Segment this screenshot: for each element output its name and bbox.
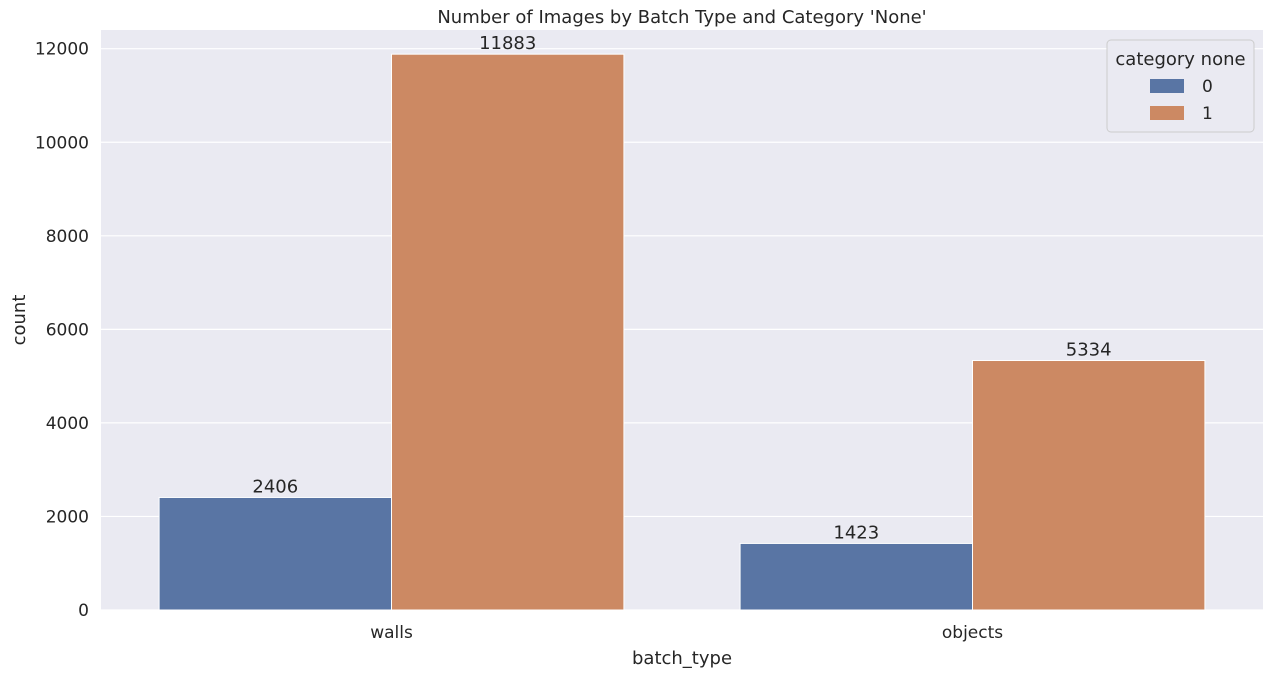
legend-swatch bbox=[1150, 79, 1184, 93]
y-tick-label: 4000 bbox=[46, 414, 89, 434]
bar-value-label: 1423 bbox=[833, 522, 879, 543]
y-tick-label: 12000 bbox=[35, 40, 89, 60]
legend-title: category none bbox=[1115, 49, 1245, 70]
bar-value-label: 11883 bbox=[479, 33, 536, 54]
y-axis-label: count bbox=[9, 295, 30, 346]
legend: category none 0 1 bbox=[1106, 39, 1255, 133]
x-tick-label: objects bbox=[942, 623, 1003, 643]
y-tick-label: 0 bbox=[78, 601, 89, 621]
data-labels: 2406 11883 1423 5334 bbox=[252, 33, 1111, 543]
x-tick-label: walls bbox=[370, 623, 413, 643]
bars bbox=[158, 53, 1206, 611]
x-axis-ticks: walls objects bbox=[370, 623, 1003, 643]
legend-entry-label: 1 bbox=[1202, 104, 1213, 124]
bar-value-label: 2406 bbox=[252, 476, 298, 497]
bar bbox=[158, 496, 392, 611]
y-axis-ticks: 0 2000 4000 6000 8000 10000 12000 bbox=[35, 40, 89, 621]
x-axis-label: batch_type bbox=[632, 648, 732, 669]
chart-title: Number of Images by Batch Type and Categ… bbox=[437, 7, 926, 28]
y-tick-label: 10000 bbox=[35, 133, 89, 153]
legend-entry-label: 0 bbox=[1202, 77, 1213, 97]
y-tick-label: 6000 bbox=[46, 320, 89, 340]
legend-swatch bbox=[1150, 106, 1184, 120]
bar bbox=[391, 53, 625, 611]
y-tick-label: 2000 bbox=[46, 507, 89, 527]
bar-value-label: 5334 bbox=[1066, 340, 1112, 361]
bar bbox=[972, 360, 1206, 611]
y-tick-label: 8000 bbox=[46, 227, 89, 247]
bar bbox=[739, 542, 973, 611]
